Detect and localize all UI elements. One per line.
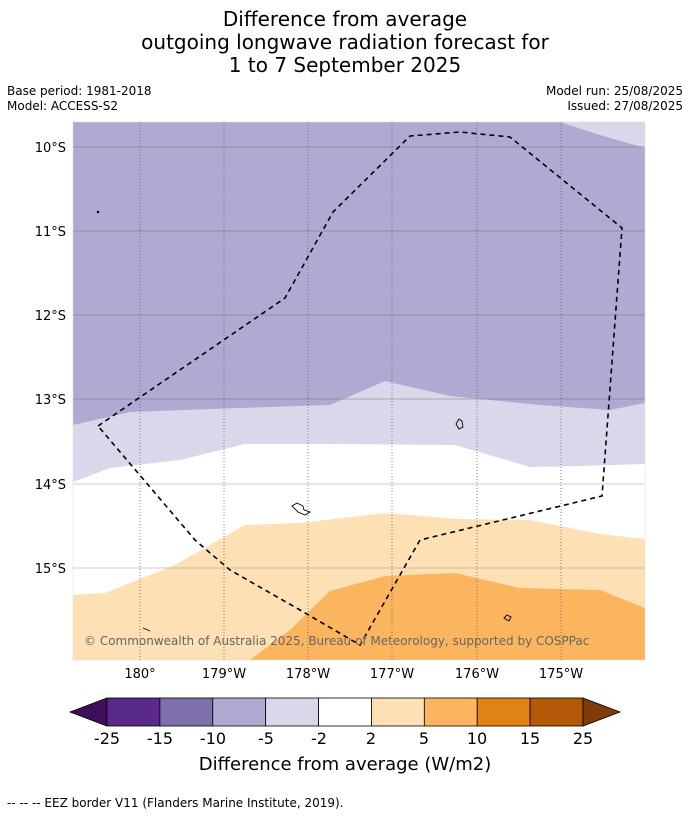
colorbar-segment — [265, 697, 319, 727]
lat-label: 14°S — [35, 478, 66, 493]
colorbar-tick: -5 — [258, 729, 274, 748]
colorbar-tick: 10 — [467, 729, 487, 748]
lat-label: 11°S — [35, 225, 66, 240]
lat-label: 10°S — [35, 141, 66, 156]
model-run: Model run: 25/08/2025 — [545, 84, 683, 98]
colorbar-tick: -15 — [147, 729, 173, 748]
lat-label: 12°S — [35, 309, 66, 324]
lon-label: 179°W — [202, 667, 246, 682]
map-title: Difference from average outgoing longwav… — [0, 8, 690, 77]
colorbar-tick: -2 — [311, 729, 327, 748]
colorbar-segments — [68, 697, 622, 727]
island-5 — [96, 210, 100, 214]
title-line-3: 1 to 7 September 2025 — [228, 53, 462, 77]
issued-date: Issued: 27/08/2025 — [567, 99, 683, 113]
colorbar-segment — [529, 697, 584, 727]
model-name: Model: ACCESS-S2 — [7, 99, 119, 113]
islands — [96, 210, 512, 632]
colorbar-segment — [318, 697, 372, 727]
colorbar-arrow-low — [68, 697, 108, 727]
field-plus-5 — [250, 573, 645, 660]
title-line-2: outgoing longwave radiation forecast for — [141, 30, 549, 54]
lon-label: 177°W — [370, 667, 414, 682]
gridlines — [73, 122, 645, 660]
lon-axis: 180° 179°W 178°W 177°W 176°W 175°W — [124, 667, 583, 682]
lat-label: 15°S — [35, 562, 66, 577]
title-line-1: Difference from average — [222, 7, 468, 31]
anomaly-field — [73, 122, 645, 660]
colorbar-label: Difference from average (W/m2) — [199, 754, 491, 775]
colorbar-arrow-high — [582, 697, 622, 727]
island-3 — [503, 614, 512, 622]
meta-left: Base period: 1981-2018 Model: ACCESS-S2 — [7, 84, 152, 114]
colorbar-tick: 15 — [520, 729, 540, 748]
colorbar-segment — [212, 697, 267, 727]
base-period: Base period: 1981-2018 — [7, 84, 152, 98]
colorbar-segment — [159, 697, 214, 727]
eez-border — [96, 131, 623, 647]
copyright-text: © Commonwealth of Australia 2025, Bureau… — [84, 634, 589, 648]
island-2 — [291, 502, 312, 516]
lat-axis: 10°S 11°S 12°S 13°S 14°S 15°S — [35, 141, 66, 577]
colorbar-segment — [423, 697, 478, 727]
colorbar-tick: 5 — [419, 729, 429, 748]
colorbar-tick: 2 — [366, 729, 376, 748]
colorbar-ticks: -25 -15 -10 -5 -2 2 5 10 15 25 — [94, 729, 593, 748]
meta-right: Model run: 25/08/2025 Issued: 27/08/2025 — [546, 84, 683, 114]
island-1 — [455, 418, 464, 430]
colorbar-segment — [371, 697, 425, 727]
lat-label: 13°S — [35, 393, 66, 408]
lon-label: 178°W — [286, 667, 330, 682]
colorbar: -25 -15 -10 -5 -2 2 5 10 15 25 Differenc… — [68, 697, 622, 775]
colorbar-tick: -10 — [200, 729, 226, 748]
colorbar-segment — [476, 697, 531, 727]
lon-label: 176°W — [455, 667, 499, 682]
field-minus-5-ne — [560, 122, 645, 148]
colorbar-segment — [106, 697, 161, 727]
lon-label: 180° — [124, 667, 155, 682]
colorbar-tick: -25 — [94, 729, 120, 748]
island-4 — [142, 627, 151, 632]
lon-label: 175°W — [539, 667, 583, 682]
eez-footnote: -- -- -- EEZ border V11 (Flanders Marine… — [7, 796, 344, 810]
colorbar-tick: 25 — [573, 729, 593, 748]
map-frame — [72, 121, 646, 661]
